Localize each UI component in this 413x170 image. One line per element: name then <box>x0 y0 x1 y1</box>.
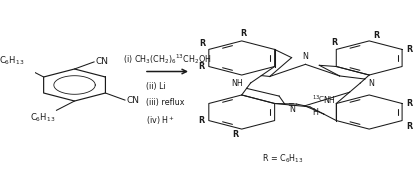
Text: R: R <box>406 45 412 54</box>
Text: R: R <box>330 38 337 47</box>
Text: (iii) reflux: (iii) reflux <box>145 98 184 107</box>
Text: R: R <box>198 62 204 71</box>
Text: (iv) H$^+$: (iv) H$^+$ <box>145 115 175 127</box>
Text: (i) $\mathregular{CH_3(CH_2)_6{}^{13}CH_2OH}$: (i) $\mathregular{CH_3(CH_2)_6{}^{13}CH_… <box>123 52 211 66</box>
Text: (ii) Li: (ii) Li <box>145 82 165 91</box>
Text: $\mathregular{C_6H_{13}}$: $\mathregular{C_6H_{13}}$ <box>0 54 24 67</box>
Text: R = $\mathregular{C_6H_{13}}$: R = $\mathregular{C_6H_{13}}$ <box>261 153 303 165</box>
Text: R: R <box>198 116 204 125</box>
Text: R: R <box>405 122 411 131</box>
Text: H: H <box>311 108 317 117</box>
Text: $\mathregular{C_6H_{13}}$: $\mathregular{C_6H_{13}}$ <box>30 111 55 124</box>
Text: R: R <box>240 29 246 38</box>
Text: R: R <box>372 31 378 40</box>
Text: R: R <box>406 99 412 108</box>
Text: N: N <box>367 79 373 88</box>
Text: $^{13}$C: $^{13}$C <box>311 94 325 105</box>
Text: NH: NH <box>323 96 334 105</box>
Text: =: = <box>286 100 293 109</box>
Text: CN: CN <box>126 96 139 105</box>
Text: R: R <box>199 39 204 48</box>
Text: NH: NH <box>231 79 242 88</box>
Text: N: N <box>302 52 308 61</box>
Text: R: R <box>231 130 237 139</box>
Text: CN: CN <box>95 57 108 66</box>
Text: N: N <box>288 105 294 114</box>
